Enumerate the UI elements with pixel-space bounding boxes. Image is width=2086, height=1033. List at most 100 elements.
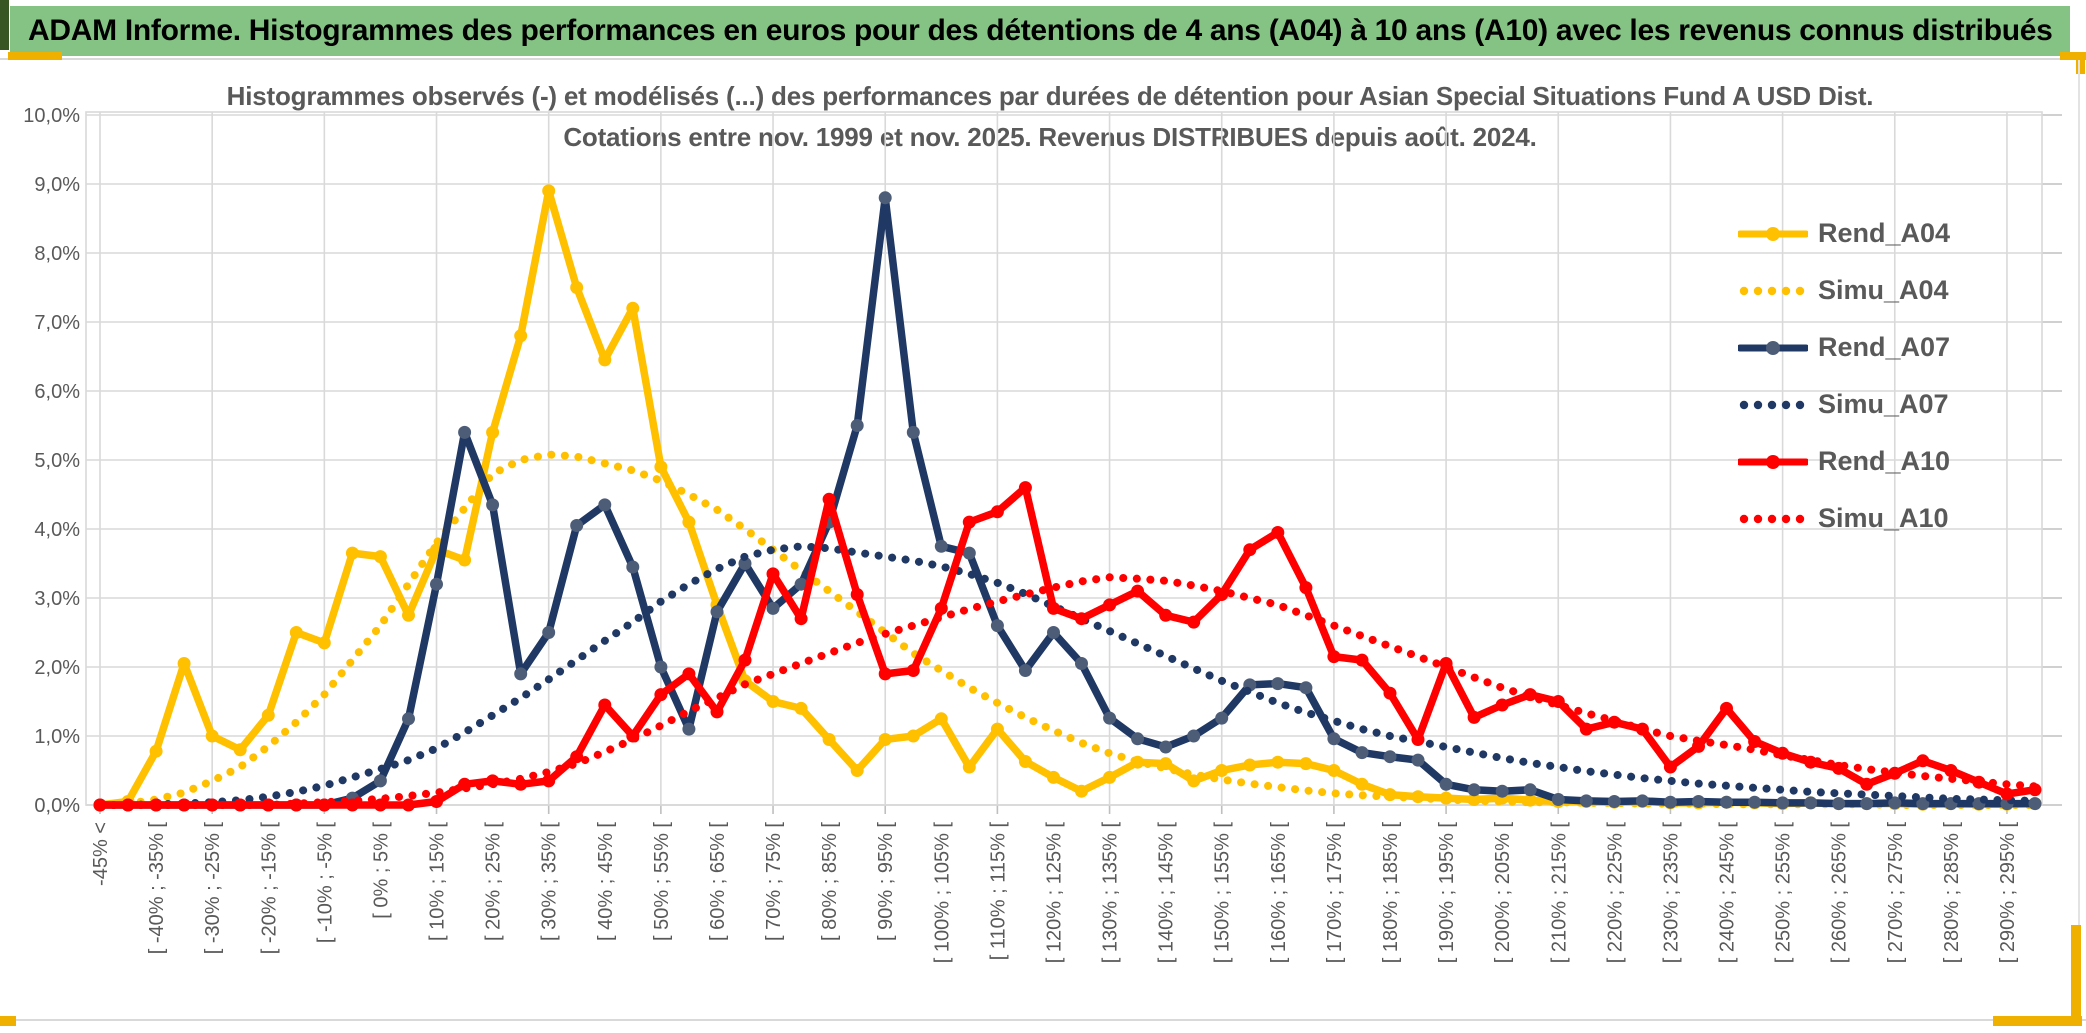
series-marker-Rend_A04 bbox=[458, 553, 472, 567]
series-marker-Rend_A10 bbox=[1467, 710, 1481, 724]
series-marker-Rend_A10 bbox=[822, 492, 836, 506]
series-marker-Rend_A07 bbox=[1495, 784, 1509, 798]
series-marker-Rend_A10 bbox=[738, 653, 752, 667]
series-marker-Rend_A10 bbox=[1944, 764, 1958, 777]
sheet-header-title: ADAM Informe. Histogrammes des performan… bbox=[28, 14, 2053, 47]
series-marker-Rend_A07 bbox=[850, 419, 864, 432]
series-marker-Rend_A07 bbox=[1804, 796, 1818, 810]
series-marker-Rend_A10 bbox=[1383, 686, 1397, 700]
series-marker-Rend_A04 bbox=[177, 657, 191, 670]
series-marker-Rend_A10 bbox=[710, 705, 724, 719]
series-line-Rend_A10[interactable] bbox=[96, 483, 2039, 809]
x-tick-label: [ 230% ; 235% [ bbox=[1660, 822, 1682, 964]
legend-dot bbox=[1781, 400, 1791, 409]
legend-label: Rend_A10 bbox=[1818, 446, 1951, 476]
series-line-Simu_A07[interactable] bbox=[96, 542, 2039, 809]
series-marker-Rend_A10 bbox=[430, 795, 443, 808]
series-marker-Rend_A07 bbox=[1748, 795, 1762, 809]
legend-item-Simu_A07[interactable]: Simu_A07 bbox=[1738, 376, 1950, 433]
legend-marker bbox=[1766, 226, 1780, 241]
series-marker-Rend_A04 bbox=[990, 722, 1004, 736]
series-marker-Rend_A07 bbox=[1439, 777, 1453, 791]
x-tick-label: [ 240% ; 245% [ bbox=[1717, 822, 1739, 964]
series-marker-Rend_A04 bbox=[878, 733, 892, 746]
x-tick-label: [ 130% ; 135% [ bbox=[1100, 822, 1122, 964]
legend-label: Simu_A10 bbox=[1818, 503, 1949, 533]
series-marker-Rend_A04 bbox=[934, 712, 948, 726]
header-separator bbox=[0, 58, 2086, 60]
series-marker-Rend_A07 bbox=[682, 722, 696, 736]
series-marker-Rend_A07 bbox=[1720, 795, 1733, 809]
series-marker-Rend_A10 bbox=[1075, 612, 1088, 626]
gold-accent-bottom-right bbox=[1993, 1016, 2082, 1026]
legend-label: Simu_A04 bbox=[1818, 275, 1949, 305]
series-marker-Rend_A10 bbox=[654, 688, 668, 702]
y-tick-label: 10,0% bbox=[23, 105, 80, 127]
x-tick-label: [ 170% ; 175% [ bbox=[1324, 822, 1346, 964]
series-marker-Rend_A07 bbox=[570, 519, 584, 532]
series-marker-Rend_A04 bbox=[345, 546, 359, 560]
series-marker-Rend_A07 bbox=[738, 557, 752, 570]
x-tick-label: [ 210% ; 215% [ bbox=[1548, 822, 1570, 964]
series-marker-Rend_A04 bbox=[1187, 774, 1201, 788]
series-marker-Rend_A10 bbox=[1916, 754, 1930, 768]
series-marker-Rend_A07 bbox=[794, 577, 808, 591]
legend-item-Simu_A10[interactable]: Simu_A10 bbox=[1738, 490, 1950, 547]
gold-accent-right-v bbox=[2071, 925, 2081, 1026]
x-tick-label: [ 60% ; 65% [ bbox=[707, 822, 729, 941]
bottom-separator bbox=[0, 1019, 2086, 1021]
legend-dot bbox=[1795, 514, 1805, 523]
legend-item-Simu_A04[interactable]: Simu_A04 bbox=[1738, 262, 1950, 319]
x-tick-label: [ 180% ; 185% [ bbox=[1380, 822, 1402, 964]
series-marker-Rend_A10 bbox=[878, 667, 892, 681]
x-tick-label: [ 30% ; 35% [ bbox=[539, 822, 561, 941]
series-marker-Rend_A07 bbox=[1607, 795, 1621, 808]
series-marker-Rend_A07 bbox=[1692, 795, 1705, 808]
y-tick-label: 7,0% bbox=[34, 312, 80, 334]
series-marker-Rend_A07 bbox=[1018, 664, 1032, 677]
x-tick-label: [ 110% ; 115% [ bbox=[987, 822, 1009, 961]
series-line-Simu_A10[interactable] bbox=[96, 573, 2039, 809]
series-marker-Rend_A07 bbox=[458, 425, 472, 439]
legend-label: Rend_A04 bbox=[1818, 218, 1951, 248]
series-marker-Rend_A10 bbox=[850, 588, 864, 601]
series-marker-Rend_A07 bbox=[1635, 794, 1649, 808]
sheet-header: ADAM Informe. Histogrammes des performan… bbox=[10, 6, 2070, 56]
x-tick-label: [ 20% ; 25% [ bbox=[483, 822, 505, 941]
series-marker-Rend_A04 bbox=[542, 184, 556, 198]
x-tick-label: [ 250% ; 255% [ bbox=[1773, 822, 1795, 964]
series-marker-Rend_A04 bbox=[1215, 764, 1229, 777]
series-marker-Rend_A10 bbox=[1299, 581, 1313, 595]
legend-item-Rend_A07[interactable]: Rend_A07 bbox=[1738, 319, 1950, 376]
series-marker-Rend_A04 bbox=[402, 608, 415, 622]
series-marker-Rend_A04 bbox=[205, 729, 219, 743]
y-tick-label: 9,0% bbox=[34, 174, 80, 196]
legend-marker bbox=[1766, 454, 1780, 469]
legend-swatch-solid-icon bbox=[1738, 340, 1808, 355]
x-tick-label: [ 100% ; 105% [ bbox=[931, 822, 953, 964]
series-marker-Rend_A07 bbox=[1047, 626, 1060, 639]
series-marker-Rend_A10 bbox=[906, 664, 920, 677]
series-marker-Rend_A10 bbox=[598, 698, 612, 712]
x-tick-label: [ 140% ; 145% [ bbox=[1156, 822, 1178, 964]
x-tick-label: [ 150% ; 155% [ bbox=[1212, 822, 1234, 964]
legend-dot bbox=[1739, 400, 1749, 409]
series-marker-Rend_A04 bbox=[1018, 755, 1032, 768]
series-marker-Rend_A07 bbox=[1383, 750, 1397, 764]
legend-item-Rend_A10[interactable]: Rend_A10 bbox=[1738, 433, 1950, 490]
x-tick-label: [ -40% ; -35% [ bbox=[146, 822, 168, 955]
y-tick-label: 2,0% bbox=[34, 657, 80, 679]
series-marker-Rend_A07 bbox=[598, 498, 612, 512]
legend-swatch-solid-icon bbox=[1738, 226, 1808, 241]
series-marker-Rend_A10 bbox=[1187, 615, 1201, 629]
x-tick-label: [ 200% ; 205% [ bbox=[1492, 822, 1514, 964]
series-line-Rend_A07[interactable] bbox=[96, 194, 2039, 809]
x-tick-label: [ 280% ; 285% [ bbox=[1941, 822, 1963, 964]
x-tick-label: [ -30% ; -25% [ bbox=[202, 822, 224, 955]
series-marker-Rend_A04 bbox=[373, 550, 387, 564]
series-marker-Rend_A10 bbox=[2000, 787, 2014, 801]
legend-item-Rend_A04[interactable]: Rend_A04 bbox=[1738, 205, 1950, 262]
x-tick-label: [ 160% ; 165% [ bbox=[1268, 822, 1290, 964]
series-marker-Rend_A04 bbox=[261, 708, 275, 722]
